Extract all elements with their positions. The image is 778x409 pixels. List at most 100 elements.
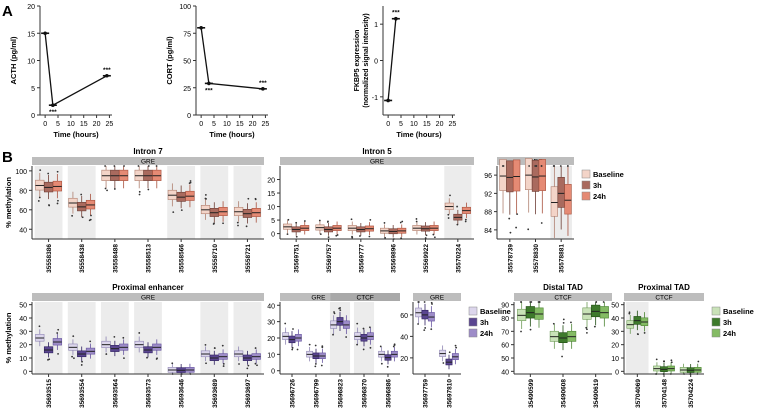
outlier-point [399, 221, 402, 224]
x-tick-label: 35697810 [447, 379, 454, 408]
outlier-point [314, 363, 317, 365]
outlier-point [368, 235, 371, 238]
outlier-point [430, 328, 433, 331]
outlier-point [327, 220, 329, 223]
box [499, 159, 507, 191]
outlier-point [113, 165, 116, 167]
outlier-point [181, 373, 183, 375]
legend-swatch [581, 191, 591, 201]
y-axis-label: CORT (pg/ml) [165, 36, 174, 85]
legend-enhancer: Baseline 3h 24h [468, 306, 511, 338]
panel-label-b: B [2, 149, 13, 166]
outlier-point [379, 345, 382, 348]
outlier-point [137, 165, 140, 167]
outlier-point [527, 228, 530, 231]
outlier-point [456, 205, 459, 208]
y-tick-label: 0 [23, 369, 27, 376]
outlier-point [350, 218, 353, 221]
x-tick-label: 35569777 [358, 244, 365, 273]
y-tick-label: 60 [400, 313, 408, 320]
outlier-point [295, 221, 298, 224]
outlier-point [222, 363, 225, 365]
y-tick-label: 90 [501, 303, 509, 310]
x-tick-label: 35569751 [294, 244, 301, 273]
outlier-point [456, 223, 459, 226]
y-tick-label: 40 [267, 303, 275, 310]
x-tick-label: 35558710 [212, 244, 219, 273]
box-chart-intron7: Intron 7 GRE 40 60 80 100% methylation 3555838… [4, 147, 264, 273]
y-tick-label: 88 [484, 210, 492, 217]
x-tick-label: 35704224 [688, 379, 695, 408]
outlier-point [73, 357, 75, 360]
outlier-point [562, 318, 565, 321]
outlier-point [105, 353, 108, 355]
x-tick-label: 0 [199, 121, 203, 128]
outlier-point [204, 197, 207, 200]
y-axis-label: % methylation [4, 312, 13, 363]
line-chart-acth: 0 5 10 15 20 0 5 10 15 20 25 Time (hours) ACTH (pg/m… [9, 4, 113, 139]
x-tick-label: 5 [56, 121, 60, 128]
outlier-point [516, 213, 519, 216]
legend-swatch [581, 169, 591, 179]
y-tick-label: 80 [501, 316, 509, 323]
x-tick-label: 35696886 [386, 379, 393, 408]
x-tick-label: 35696799 [314, 379, 321, 408]
x-tick-label: 25 [262, 121, 270, 128]
outlier-point [171, 373, 174, 375]
y-axis-label: % methylation [4, 177, 13, 228]
outlier-point [72, 335, 75, 338]
outlier-point [57, 328, 60, 331]
chart-title: Distal TAD [543, 283, 583, 292]
y-tick-label: 60 [19, 208, 27, 215]
outlier-point [552, 322, 555, 325]
y-tick-label: 20 [27, 4, 35, 11]
box [531, 160, 540, 192]
y-tick-label: 20 [19, 343, 27, 350]
outlier-point [104, 165, 107, 167]
box [557, 177, 565, 208]
outlier-point [147, 188, 150, 191]
outlier-point [655, 358, 658, 361]
series-line [44, 33, 108, 107]
outlier-point [138, 190, 141, 193]
y-tick-label: 5 [271, 218, 275, 225]
outlier-point [662, 373, 665, 375]
outlier-point [345, 336, 348, 338]
outlier-point [335, 234, 338, 237]
outlier-point [538, 301, 541, 303]
outlier-point [362, 348, 365, 351]
outlier-point [529, 301, 532, 303]
y-tick-label: 50 [501, 356, 509, 363]
x-tick-label: 35578739 [507, 244, 514, 273]
outlier-point [447, 217, 450, 219]
y-tick-label: 0 [271, 232, 275, 239]
outlier-point [284, 322, 287, 325]
x-tick-label: 20 [93, 121, 101, 128]
significance-marker: *** [259, 80, 267, 87]
outlier-point [256, 364, 258, 367]
x-tick-label: 35569922 [423, 244, 430, 273]
chart-title: Intron 7 [133, 147, 163, 156]
x-tick-label: 35696726 [290, 379, 297, 408]
outlier-point [696, 373, 699, 375]
x-tick-label: 35704069 [635, 379, 642, 408]
x-tick-label: 35693697 [245, 379, 252, 408]
outlier-point [566, 165, 569, 167]
outlier-point [520, 330, 522, 333]
y-tick-label: 96 [484, 173, 492, 180]
outlier-point [515, 226, 518, 229]
x-tick-label: 35696823 [338, 379, 345, 408]
series-line [200, 27, 263, 90]
x-tick-label: 25 [106, 121, 114, 128]
x-tick-label: 35693515 [46, 379, 53, 408]
outlier-point [81, 360, 83, 363]
legend-label: 3h [723, 318, 732, 327]
legend-tad: Baseline 3h 24h [711, 306, 754, 338]
outlier-point [433, 236, 436, 239]
y-tick-label: 10 [611, 356, 619, 363]
x-tick-label: 35558488 [112, 244, 119, 273]
y-tick-label: 0 [271, 369, 275, 376]
outlier-point [48, 204, 50, 206]
outlier-point [138, 332, 141, 334]
